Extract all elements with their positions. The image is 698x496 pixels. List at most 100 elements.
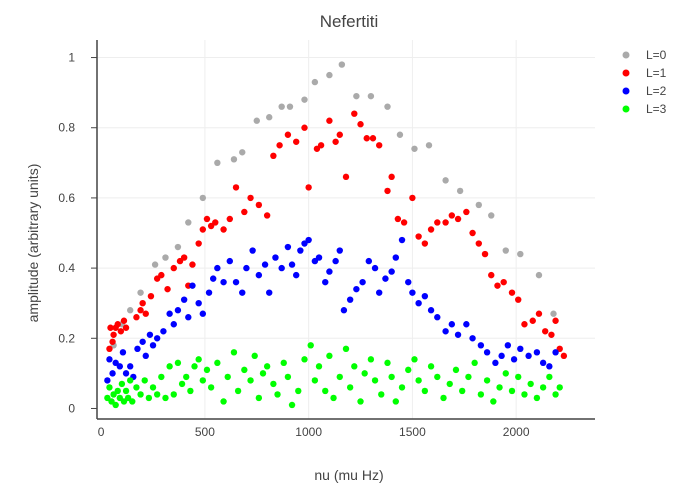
data-point xyxy=(500,278,507,286)
data-point xyxy=(483,349,491,356)
data-point xyxy=(133,314,140,321)
data-point xyxy=(363,135,370,142)
data-point xyxy=(427,363,435,370)
series-L=3 xyxy=(104,342,563,409)
data-point xyxy=(288,261,296,268)
data-point xyxy=(106,356,113,363)
data-point xyxy=(427,226,435,233)
y-tick-label: 0.8 xyxy=(58,121,75,135)
legend-item[interactable]: L=1 xyxy=(622,66,667,80)
data-point xyxy=(284,373,292,381)
data-point xyxy=(199,310,207,317)
legend[interactable]: L=0 L=1 L=2 L=3 xyxy=(622,48,667,116)
data-point xyxy=(139,338,146,345)
data-point xyxy=(166,310,173,317)
data-point xyxy=(469,335,476,342)
data-point xyxy=(442,177,449,184)
data-point xyxy=(118,380,126,388)
data-point xyxy=(199,194,207,202)
data-point xyxy=(230,156,238,163)
data-point xyxy=(232,278,240,286)
data-point xyxy=(153,391,161,398)
legend-marker xyxy=(622,105,630,113)
data-point xyxy=(288,401,296,409)
data-point xyxy=(504,342,512,349)
data-point xyxy=(284,243,292,251)
data-point xyxy=(434,373,441,381)
data-point xyxy=(114,321,121,328)
data-point xyxy=(203,215,211,223)
data-point xyxy=(212,219,219,226)
axes xyxy=(96,40,595,420)
data-point xyxy=(295,387,302,395)
data-point xyxy=(400,219,408,226)
data-point xyxy=(122,370,130,377)
data-point xyxy=(322,278,329,286)
data-point xyxy=(247,194,254,202)
data-point xyxy=(421,240,429,247)
data-point xyxy=(469,229,476,237)
data-point xyxy=(243,264,250,272)
data-point xyxy=(137,391,144,398)
data-point xyxy=(195,240,202,247)
data-point xyxy=(255,394,263,402)
data-point xyxy=(185,314,192,321)
data-point xyxy=(195,356,202,363)
data-point xyxy=(411,145,418,152)
data-point xyxy=(353,92,360,100)
data-point xyxy=(301,124,308,131)
data-point xyxy=(185,219,192,226)
data-point xyxy=(477,342,485,349)
data-point xyxy=(448,321,456,328)
data-point xyxy=(116,363,124,370)
data-point xyxy=(307,342,314,349)
data-point xyxy=(502,370,509,377)
data-point xyxy=(280,359,287,367)
data-point xyxy=(141,377,148,384)
data-point xyxy=(315,363,323,370)
data-point xyxy=(301,96,308,103)
data-point xyxy=(139,299,146,307)
y-tick-label: 0.4 xyxy=(58,261,75,275)
data-point xyxy=(261,261,269,268)
data-point xyxy=(548,331,555,338)
data-point xyxy=(371,264,379,272)
data-point xyxy=(158,373,165,381)
data-point xyxy=(164,285,171,293)
legend-item[interactable]: L=2 xyxy=(622,84,667,98)
data-point xyxy=(510,356,518,363)
data-point xyxy=(160,328,167,335)
legend-item[interactable]: L=0 xyxy=(622,48,667,62)
data-point xyxy=(317,142,325,149)
data-point xyxy=(104,377,111,384)
data-point xyxy=(448,212,456,219)
data-point xyxy=(552,349,559,356)
data-point xyxy=(336,373,343,381)
data-point xyxy=(147,292,155,300)
data-point xyxy=(110,331,117,338)
data-point xyxy=(247,377,254,384)
data-point xyxy=(481,250,489,258)
data-point xyxy=(109,370,116,377)
data-point xyxy=(415,377,422,384)
data-point xyxy=(527,380,534,388)
data-point xyxy=(166,363,173,370)
data-point xyxy=(234,387,242,395)
data-point xyxy=(170,391,177,398)
data-point xyxy=(515,296,522,303)
data-point xyxy=(434,219,441,226)
data-point xyxy=(494,282,501,289)
data-point xyxy=(151,261,159,268)
data-point xyxy=(153,335,161,342)
data-point xyxy=(293,271,300,279)
legend-item[interactable]: L=3 xyxy=(622,102,667,116)
data-point xyxy=(127,363,134,370)
data-point xyxy=(369,135,377,142)
data-point xyxy=(392,398,399,405)
data-point xyxy=(142,352,149,360)
data-point xyxy=(396,131,404,138)
y-tick-label: 0 xyxy=(68,401,75,415)
data-point xyxy=(498,352,505,360)
data-point xyxy=(483,377,491,384)
data-point xyxy=(535,310,543,317)
